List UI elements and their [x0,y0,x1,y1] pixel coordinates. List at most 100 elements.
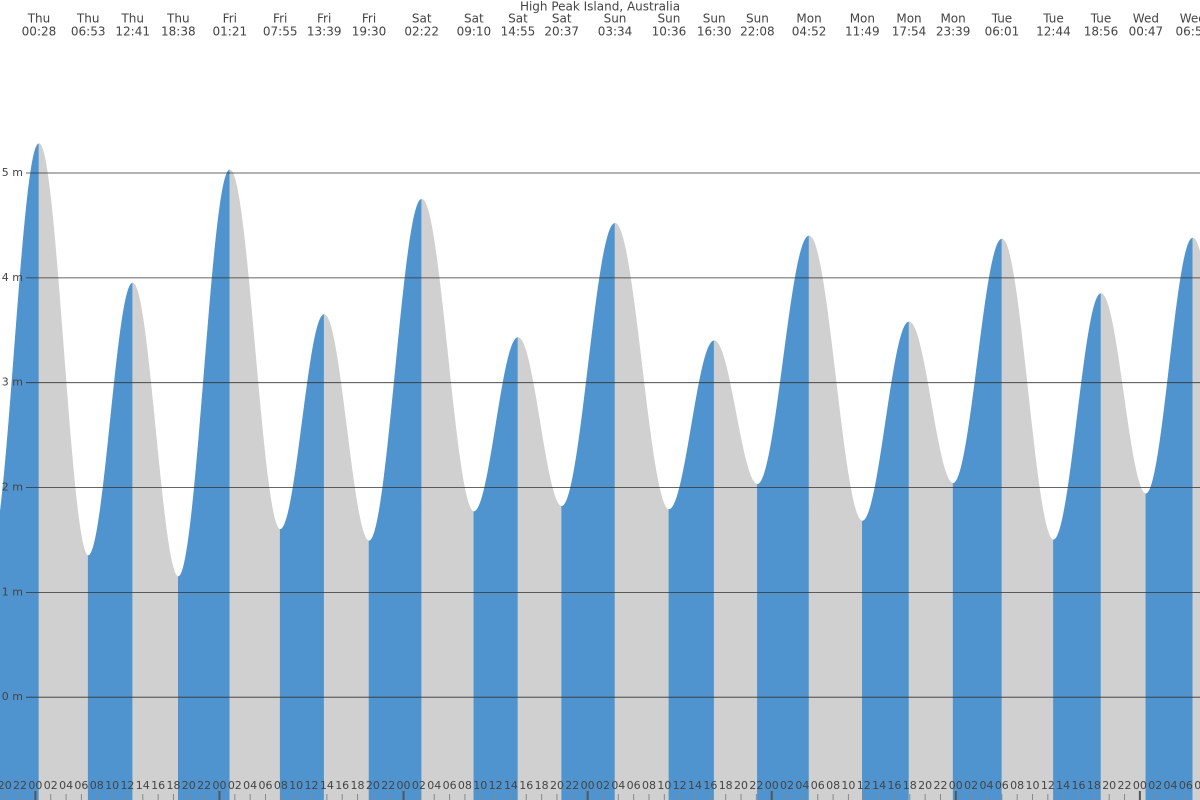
tide-area [473,337,519,800]
extreme-time: 01:21 [213,25,248,39]
x-tick-label: 14 [872,779,886,792]
extreme-day: Sun [604,12,627,26]
extreme-day: Mon [940,12,965,26]
tide-area [757,235,810,800]
x-tick-label: 02 [596,779,610,792]
extreme-time: 18:56 [1084,25,1119,39]
tide-area [1192,237,1200,800]
x-tick-label: 18 [1087,779,1101,792]
x-tick-label: 06 [1179,779,1193,792]
x-tick-label: 12 [120,779,134,792]
x-tick-label: 10 [105,779,119,792]
x-tick-label: 22 [933,779,947,792]
tide-area [87,282,133,800]
x-tick-label: 04 [243,779,257,792]
x-tick-label: 00 [28,779,42,792]
x-tick-label: 16 [151,779,165,792]
x-tick-label: 04 [611,779,625,792]
x-tick-label: 18 [351,779,365,792]
extreme-day: Mon [796,12,821,26]
tide-area [561,222,616,800]
x-tick-label: 12 [305,779,319,792]
x-tick-label: 08 [642,779,656,792]
x-tick-label: 10 [289,779,303,792]
x-tick-label: 22 [381,779,395,792]
extreme-day: Thu [27,12,51,26]
extreme-time: 17:54 [892,25,927,39]
tide-area [952,238,1003,800]
tide-area [229,169,281,800]
extreme-time: 18:38 [161,25,196,39]
y-tick-label: 4 m [2,271,23,284]
tide-area [0,143,40,800]
extreme-time: 20:37 [544,25,579,39]
x-tick-label: 08 [826,779,840,792]
x-tick-label: 02 [1148,779,1162,792]
x-tick-label: 06 [627,779,641,792]
extreme-day: Mon [896,12,921,26]
x-tick-label: 20 [0,779,12,792]
extreme-day: Thu [76,12,100,26]
extreme-time: 06:01 [985,25,1020,39]
x-tick-label: 20 [550,779,564,792]
extreme-day: Thu [166,12,190,26]
x-tick-label: 08 [458,779,472,792]
x-tick-label: 04 [427,779,441,792]
x-tick-label: 18 [903,779,917,792]
tide-area [1145,237,1194,800]
extreme-day: Fri [317,12,331,26]
x-tick-label: 18 [719,779,733,792]
x-tick-label: 22 [197,779,211,792]
extreme-day: Sat [412,12,432,26]
extreme-day: Fri [223,12,237,26]
extreme-time: 16:30 [697,25,732,39]
x-tick-label: 16 [519,779,533,792]
x-tick-label: 16 [1072,779,1086,792]
extreme-day: Sun [746,12,769,26]
tide-area [908,321,954,800]
extreme-time: 09:10 [457,25,492,39]
x-tick-label: 20 [918,779,932,792]
tide-area [38,143,89,800]
tide-area [668,340,715,800]
x-tick-label: 12 [1041,779,1055,792]
x-tick-label: 10 [657,779,671,792]
extreme-day: Sun [658,12,681,26]
extreme-day: Tue [1042,12,1064,26]
x-tick-label: 00 [397,779,411,792]
x-tick-label: 20 [1102,779,1116,792]
x-tick-label: 00 [765,779,779,792]
tide-area [808,235,863,800]
x-tick-label: 14 [688,779,702,792]
x-tick-label: 00 [949,779,963,792]
extreme-time: 06:54 [1176,25,1200,39]
tide-area [713,340,758,800]
extreme-time: 06:53 [71,25,106,39]
extreme-day: Fri [362,12,376,26]
y-tick-label: 5 m [2,166,23,179]
x-tick-label: 02 [228,779,242,792]
x-tick-label: 04 [979,779,993,792]
x-tick-label: 16 [335,779,349,792]
x-tick-label: 14 [504,779,518,792]
tide-area [178,169,231,800]
x-tick-label: 18 [535,779,549,792]
x-tick-label: 22 [13,779,27,792]
x-tick-label: 10 [473,779,487,792]
tide-area [1100,293,1147,800]
x-tick-label: 08 [1010,779,1024,792]
tide-area [1053,293,1102,800]
extreme-time: 12:44 [1036,25,1071,39]
extreme-day: Sat [552,12,572,26]
tide-area [1001,238,1054,800]
x-tick-label: 02 [964,779,978,792]
extreme-time: 23:39 [936,25,971,39]
y-tick-label: 3 m [2,376,23,389]
extreme-time: 13:39 [307,25,342,39]
tide-area [279,314,325,800]
x-tick-label: 10 [1026,779,1040,792]
x-tick-label: 20 [182,779,196,792]
x-tick-label: 02 [412,779,426,792]
x-tick-label: 04 [1164,779,1178,792]
tide-area [368,198,423,800]
